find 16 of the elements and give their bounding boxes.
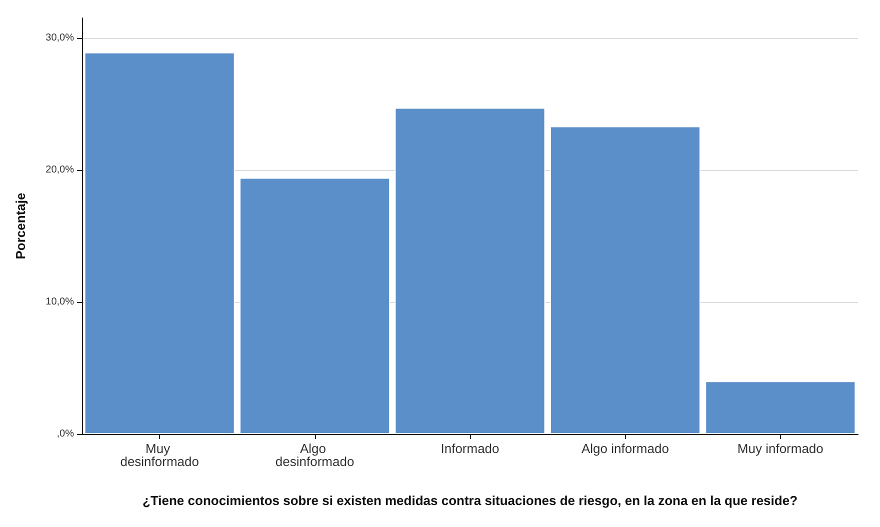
- bar: [394, 108, 546, 434]
- y-tick-label: ,0%: [56, 428, 74, 440]
- y-tick-label: 10,0%: [46, 296, 74, 308]
- bar: [84, 52, 235, 434]
- x-tick-label: Informado: [440, 441, 500, 456]
- bar: [705, 381, 856, 434]
- y-tick-label: 20,0%: [46, 164, 74, 176]
- y-axis-title: Porcentaje: [13, 192, 28, 260]
- x-tick-label: Algo informado: [581, 441, 669, 456]
- bar: [550, 126, 700, 434]
- x-axis-title: ¿Tiene conocimientos sobre si existen medidas contra situaciones de riesgo, en la zona en la que reside?: [142, 493, 798, 508]
- y-tick-label: 30,0%: [46, 32, 74, 44]
- x-tick-label: Muy informado: [737, 441, 824, 456]
- bar: [240, 178, 390, 434]
- x-tick-label: Algo desinformado: [275, 441, 354, 469]
- x-tick-label: Muy desinformado: [120, 441, 199, 469]
